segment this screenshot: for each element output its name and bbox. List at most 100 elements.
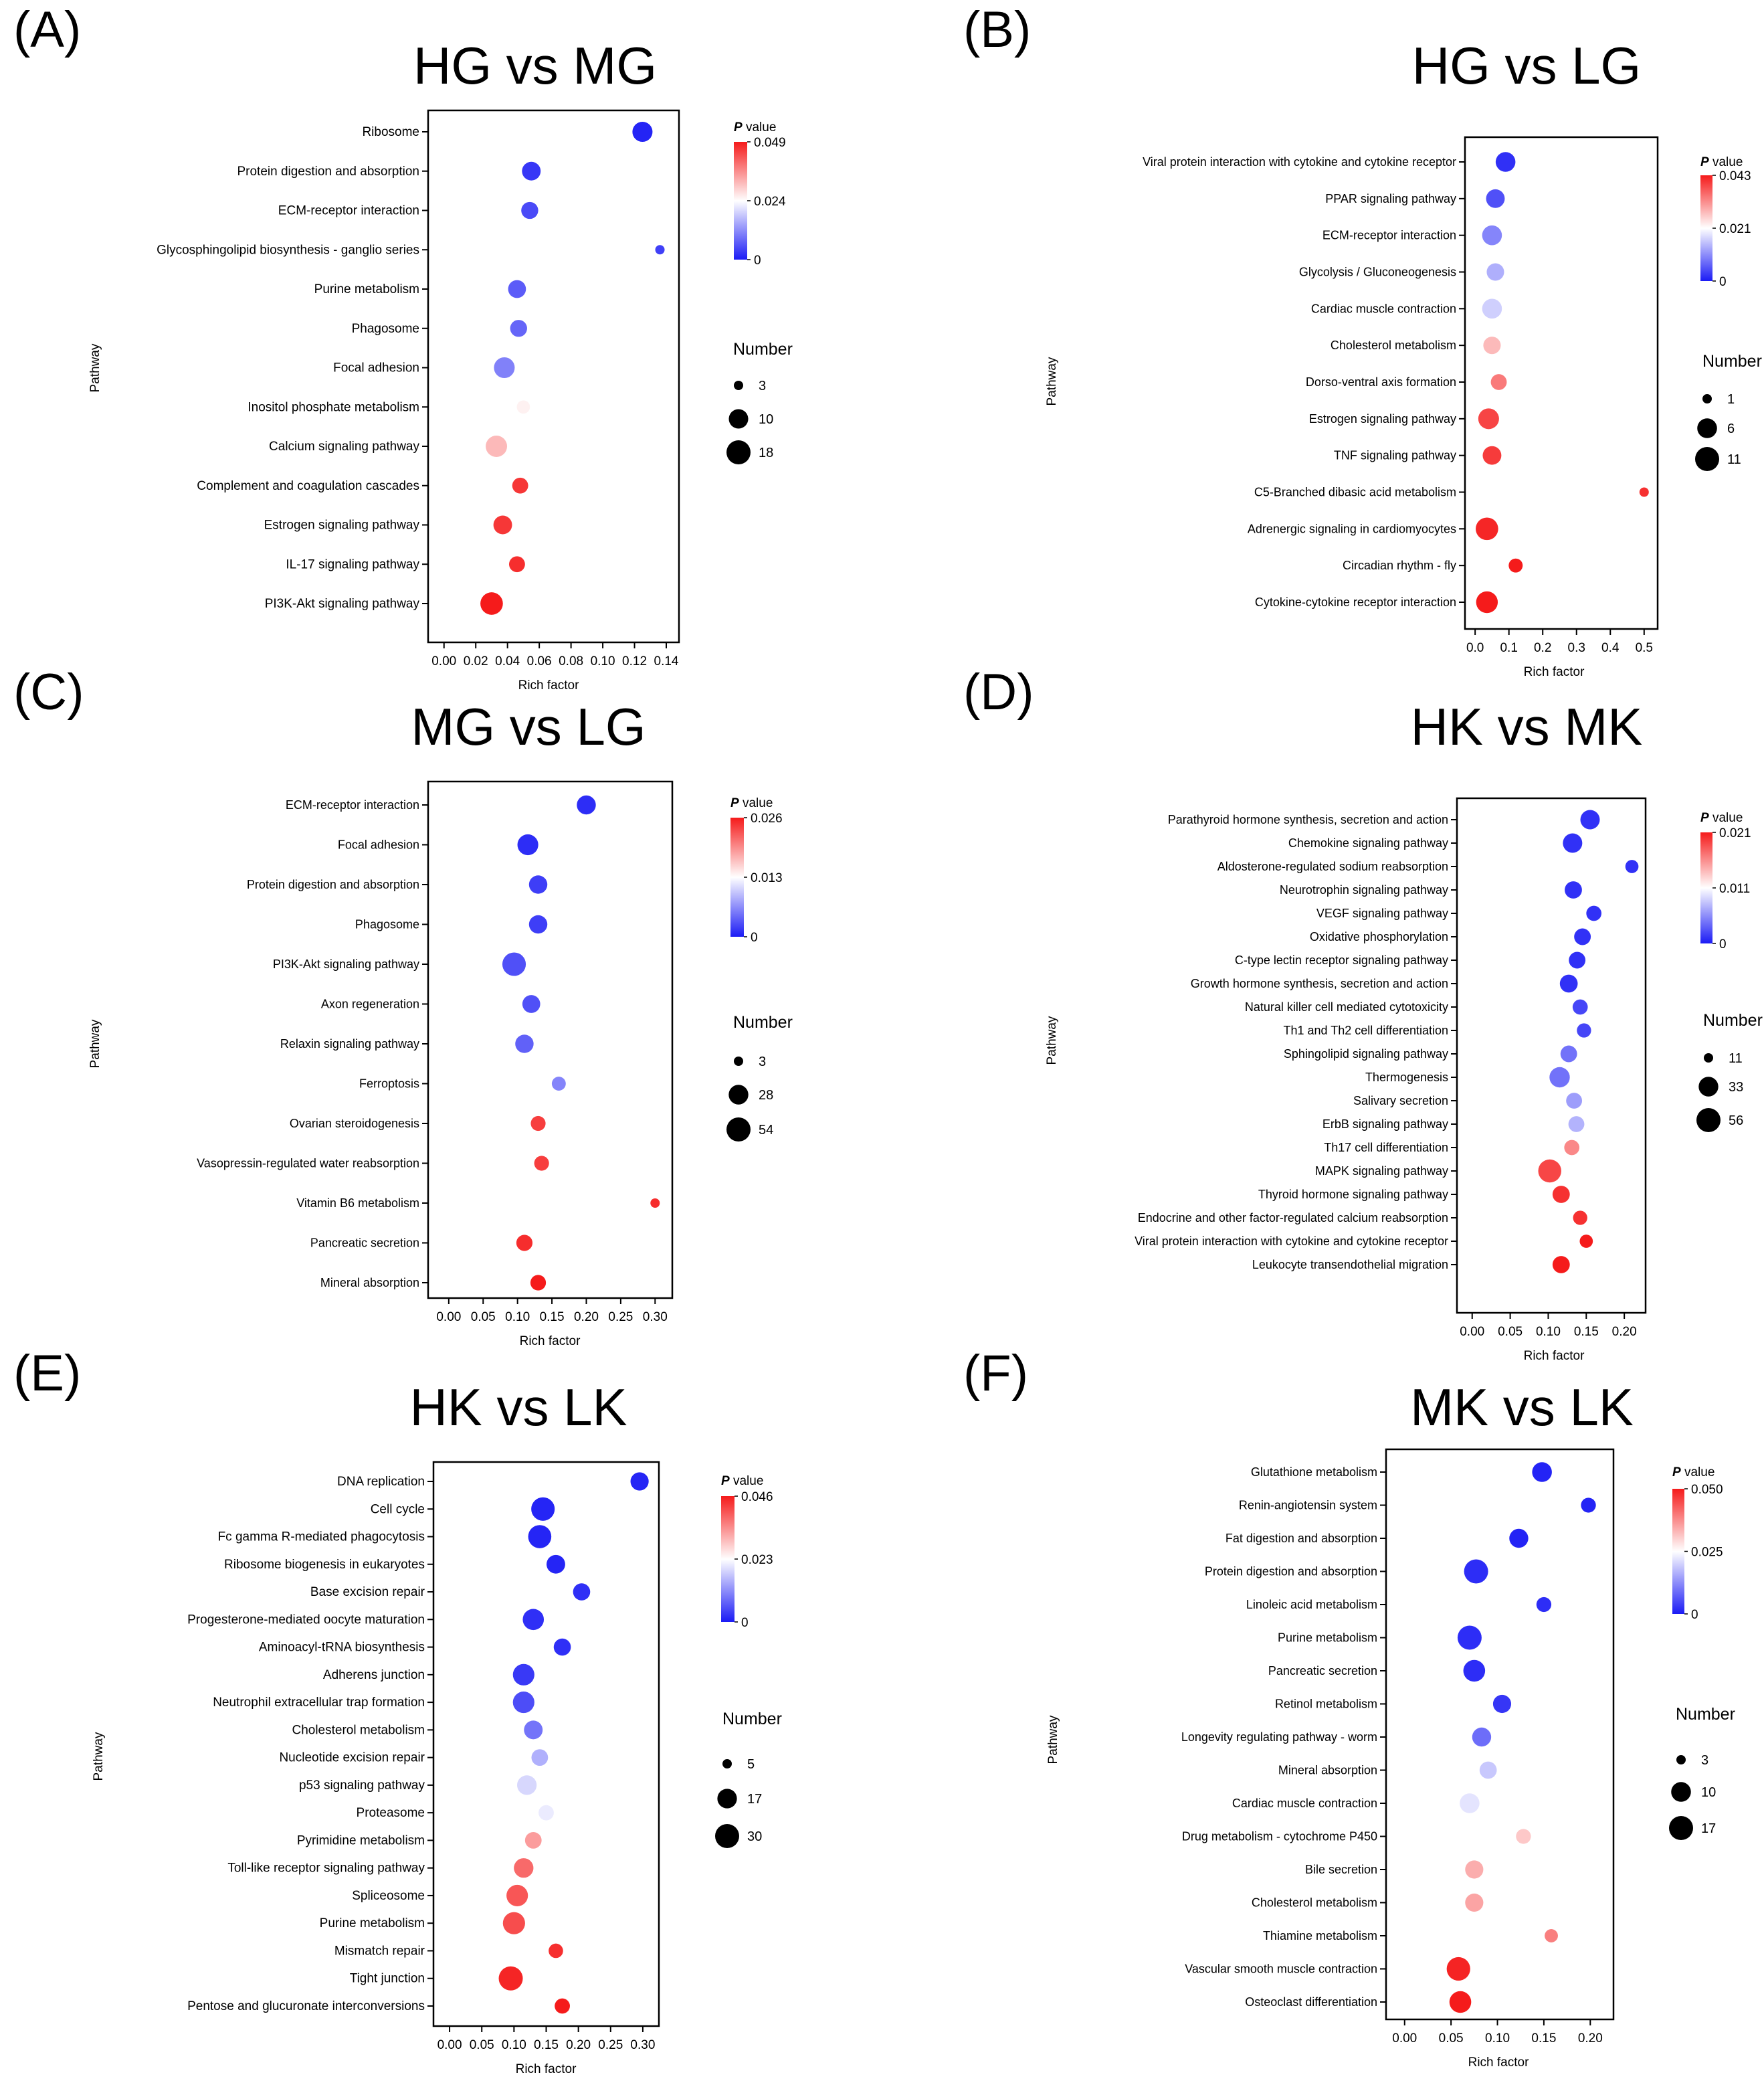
x-axis-title: Rich factor (518, 678, 579, 693)
pathway-label: Cardiac muscle contraction (1311, 302, 1456, 315)
number-legend-label: 3 (759, 1055, 766, 1069)
colorbar-label: 0.023 (741, 1553, 773, 1567)
colorbar-label: 0.049 (754, 136, 786, 150)
pathway-label: Dorso-ventral axis formation (1306, 375, 1456, 389)
data-point (1479, 1761, 1497, 1779)
x-tick-label: 0.10 (1536, 1325, 1561, 1339)
pathway-label: Toll-like receptor signaling pathway (227, 1861, 425, 1876)
pathway-label: Salivary secretion (1353, 1094, 1448, 1107)
pathway-label: Tight junction (350, 1972, 425, 1986)
x-tick-label: 0.10 (505, 1310, 530, 1324)
data-point (577, 795, 596, 815)
colorbar-label: 0.024 (754, 195, 786, 209)
pathway-label: Osteoclast differentiation (1245, 1995, 1377, 2009)
colorbar-label: 0.025 (1691, 1546, 1723, 1560)
data-point (1482, 225, 1502, 246)
pathway-label: Progesterone-mediated oocyte maturation (187, 1613, 425, 1627)
data-point (1492, 1694, 1512, 1714)
x-tick-label: 0.05 (1439, 2031, 1464, 2045)
data-point (1482, 298, 1502, 319)
number-legend-label: 17 (1701, 1821, 1716, 1836)
number-legend-label: 1 (1727, 392, 1735, 407)
pathway-label: PI3K-Akt signaling pathway (265, 597, 420, 611)
pathway-label: Estrogen signaling pathway (264, 519, 420, 533)
number-legend-dot (728, 1085, 749, 1105)
number-legend-dot (715, 1824, 739, 1848)
pathway-label: Leukocyte transendothelial migration (1252, 1258, 1448, 1271)
colorbar-label: 0.043 (1719, 169, 1751, 183)
pathway-label: Estrogen signaling pathway (1309, 412, 1456, 426)
pathway-label: Focal adhesion (333, 361, 419, 375)
x-tick-label: 0.20 (1612, 1325, 1637, 1339)
panel-title: HK vs MK (1411, 697, 1643, 756)
pathway-label: ECM-receptor interaction (286, 798, 419, 812)
plot-frame (427, 109, 680, 644)
pathway-label: Ovarian steroidogenesis (290, 1117, 419, 1130)
pathway-label: Inositol phosphate metabolism (248, 400, 419, 414)
pathway-label: Pancreatic secretion (310, 1237, 419, 1250)
data-point (1449, 1991, 1472, 2013)
number-legend-dot (726, 1117, 751, 1142)
number-legend-dot (1669, 1816, 1693, 1840)
number-legend-label: 3 (759, 379, 766, 393)
data-point (1482, 446, 1502, 465)
number-legend-label: 28 (759, 1088, 773, 1103)
x-tick-label: 0.10 (591, 654, 615, 668)
data-point (512, 477, 528, 494)
data-point (508, 280, 526, 298)
data-point (486, 436, 508, 457)
x-tick-label: 0.06 (527, 654, 552, 668)
pathway-label: Th17 cell differentiation (1324, 1141, 1448, 1154)
pathway-label: DNA replication (337, 1475, 425, 1489)
pathway-label: Sphingolipid signaling pathway (1284, 1047, 1448, 1061)
data-point (1536, 1597, 1552, 1613)
pathway-label: Phagosome (355, 918, 419, 931)
data-point (1552, 1186, 1570, 1203)
data-point (480, 592, 503, 615)
pathway-label: Cholesterol metabolism (1252, 1896, 1377, 1910)
data-point (1552, 1256, 1570, 1273)
number-legend-dot (734, 381, 743, 390)
data-point (650, 1198, 660, 1208)
pathway-label: Viral protein interaction with cytokine … (1143, 155, 1456, 169)
data-point (510, 320, 527, 337)
x-tick-label: 0.00 (1460, 1325, 1484, 1339)
x-tick-label: 0.05 (1498, 1325, 1523, 1339)
panel-f: (F) MK vs LK Glutathione metabolism Renin-a… (963, 1345, 1735, 2070)
x-tick-label: 0.30 (630, 2038, 655, 2052)
number-legend-dot (1697, 418, 1717, 438)
number-legend-label: 10 (759, 412, 773, 427)
pathway-label: Drug metabolism - cytochrome P450 (1182, 1830, 1377, 1843)
number-legend-dot (1671, 1782, 1691, 1802)
number-legend-label: 6 (1727, 422, 1735, 436)
x-tick-label: 0.15 (1531, 2031, 1556, 2045)
pvalue-legend-title: P value (1700, 811, 1743, 825)
number-legend-dot (1695, 447, 1719, 471)
x-tick-label: 0.1 (1500, 641, 1517, 655)
x-tick-label: 0.12 (622, 654, 647, 668)
data-point (528, 1525, 552, 1548)
number-legend-dot (1704, 1053, 1713, 1063)
colorbar-label: 0 (741, 1616, 749, 1630)
pvalue-legend-title: P value (1700, 155, 1743, 169)
colorbar-label: 0.050 (1691, 1483, 1723, 1497)
data-point (1538, 1159, 1561, 1183)
pathway-label: Glycosphingolipid biosynthesis - ganglio… (157, 243, 419, 257)
data-point (524, 1720, 543, 1740)
pathway-label: Purine metabolism (1278, 1631, 1377, 1645)
pathway-label: Cytokine-cytokine receptor interaction (1255, 596, 1456, 609)
data-point (498, 1966, 523, 1991)
data-point (1574, 928, 1591, 945)
pathway-label: Phagosome (352, 322, 419, 336)
data-point (1579, 1235, 1593, 1248)
data-point (508, 556, 525, 573)
data-point (1476, 591, 1498, 614)
data-point (502, 952, 526, 976)
data-point (516, 1775, 537, 1795)
pathway-label: Mineral absorption (1278, 1764, 1377, 1777)
data-point (1581, 1497, 1596, 1513)
panel-title: HG vs LG (1412, 36, 1641, 95)
pathway-label: PI3K-Akt signaling pathway (273, 958, 419, 971)
y-axis-title: Pathway (1045, 357, 1059, 405)
